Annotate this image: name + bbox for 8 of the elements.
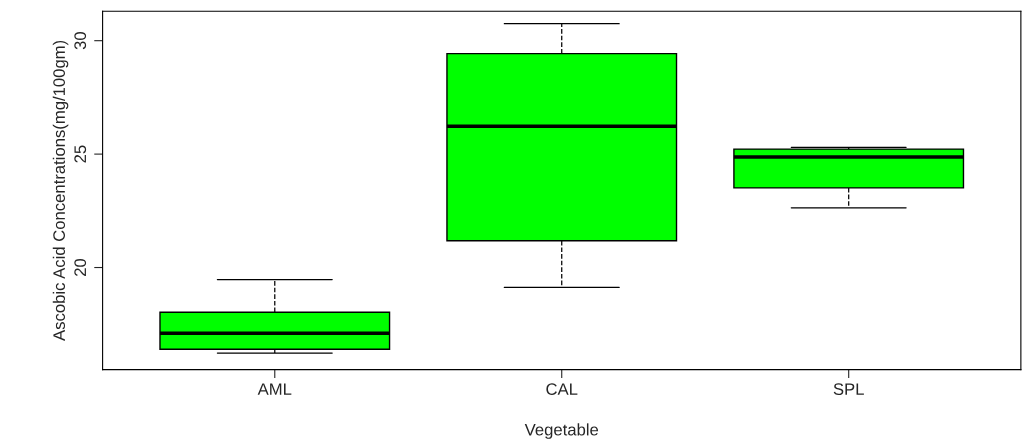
- x-axis-title: Vegetable: [524, 423, 599, 439]
- y-tick-label: 30: [74, 32, 87, 50]
- y-tick-label: 20: [74, 258, 87, 276]
- y-tick-label: 25: [74, 145, 87, 163]
- x-tick-label: SPL: [833, 383, 864, 396]
- x-tick-label: AML: [257, 383, 292, 395]
- y-axis-title: Ascobic Acid Concentrations(mg/100gm): [52, 40, 69, 341]
- x-tick-label: CAL: [546, 383, 578, 396]
